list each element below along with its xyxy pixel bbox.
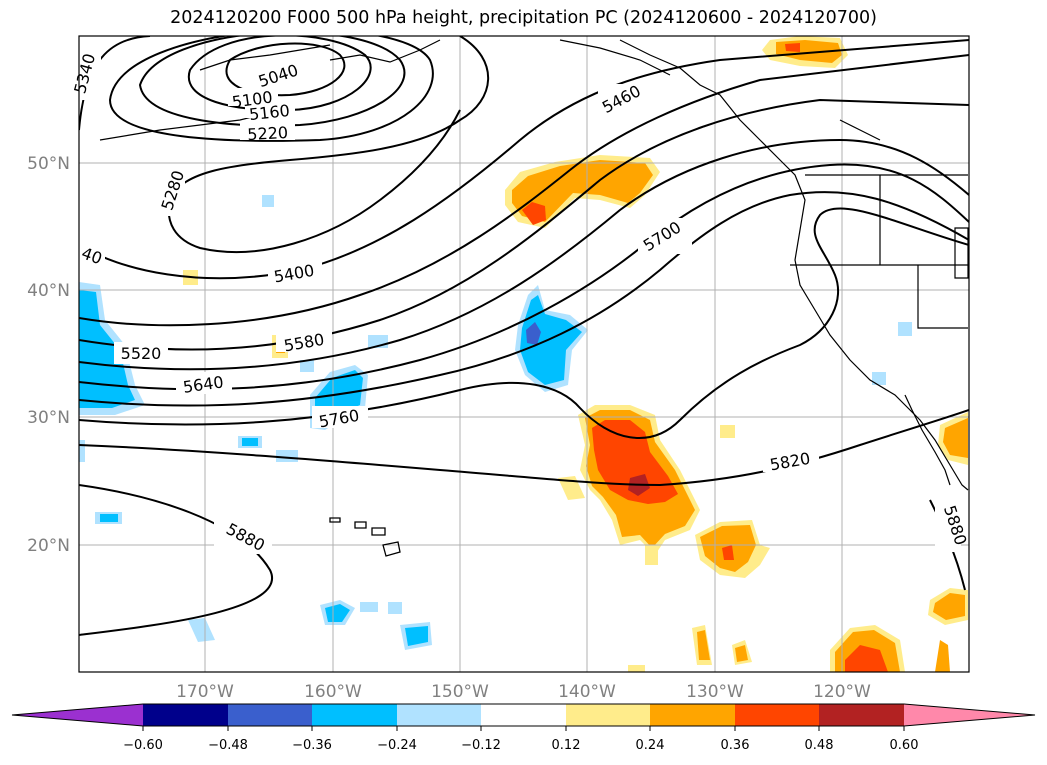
contour-label-bg [79, 50, 961, 554]
graticule [79, 36, 969, 672]
colorbar-tick-label: −0.12 [461, 738, 501, 753]
precip-area [558, 476, 585, 500]
lon-label: 120°W [813, 682, 871, 702]
lat-label: 40°N [27, 281, 70, 301]
precip-area [628, 665, 645, 672]
colorbar-tick-label: 0.12 [552, 738, 581, 753]
precip-area [526, 322, 541, 345]
colorbar-swatch [819, 704, 904, 726]
colorbar-swatch [397, 704, 481, 726]
precip-area [872, 372, 886, 385]
precip-area [520, 295, 582, 385]
precip-area [360, 602, 378, 612]
lon-label: 160°W [304, 682, 362, 702]
precip-area [242, 438, 258, 446]
precip-area [388, 602, 402, 614]
colorbar-swatch [735, 704, 819, 726]
precip-area [522, 202, 546, 225]
map-title: 2024120200 F000 500 hPa height, precipit… [170, 8, 877, 28]
colorbar-tick-label: −0.36 [292, 738, 332, 753]
colorbar-extend-high [904, 704, 1035, 726]
lon-label: 170°W [176, 682, 234, 702]
colorbar-extend-low [12, 704, 143, 726]
precip-area [188, 618, 215, 642]
precip-positive [183, 36, 968, 672]
precip-area [722, 545, 734, 560]
colorbar-tick-label: 0.24 [636, 738, 665, 753]
lon-label: 140°W [558, 682, 616, 702]
contour-label: 5160 [248, 101, 290, 124]
contour-label: 5220 [247, 123, 289, 144]
lon-label: 130°W [686, 682, 744, 702]
colorbar-swatch [566, 704, 650, 726]
precip-area [785, 43, 800, 52]
colorbar-tick-label: −0.24 [377, 738, 417, 753]
lat-label: 20°N [27, 536, 70, 556]
precip-area [276, 450, 298, 462]
precip-area [943, 418, 968, 458]
colorbar-tick-label: −0.60 [123, 738, 163, 753]
colorbar-swatch [143, 704, 228, 726]
precip-area [933, 593, 965, 620]
precip-area [697, 630, 710, 660]
contour-label: 5520 [121, 344, 162, 363]
longitude-labels: 170°W 160°W 150°W 140°W 130°W 120°W [176, 682, 871, 702]
precip-area [720, 425, 735, 438]
precip-negative [79, 195, 912, 650]
precip-area [79, 440, 85, 462]
lon-label: 150°W [431, 682, 489, 702]
hawaii-islands [329, 517, 401, 557]
precip-area [845, 645, 888, 672]
precip-area [898, 322, 912, 336]
precip-area [405, 626, 428, 646]
precip-area [512, 160, 653, 222]
latitude-labels: 50°N 40°N 30°N 20°N [27, 154, 70, 556]
map-frame [78, 35, 970, 673]
precip-area [262, 195, 274, 207]
height-contours [79, 36, 969, 636]
coastlines [99, 39, 969, 491]
colorbar-tick-label: 0.36 [721, 738, 750, 753]
colorbar-tick-label: 0.60 [890, 738, 919, 753]
precip-area [325, 604, 350, 622]
colorbar-tick-label: −0.48 [208, 738, 248, 753]
colorbar-swatch [481, 704, 566, 726]
precip-area [300, 360, 314, 372]
precip-area [100, 514, 118, 522]
lat-label: 30°N [27, 408, 70, 428]
colorbar-swatch [312, 704, 397, 726]
precip-area [645, 545, 658, 565]
precip-area [935, 640, 950, 672]
colorbar-tick-label: 0.48 [805, 738, 834, 753]
map-area [79, 36, 969, 672]
colorbar-swatch [228, 704, 312, 726]
precip-area [735, 645, 748, 662]
lat-label: 50°N [27, 154, 70, 174]
colorbar-swatch [650, 704, 735, 726]
colorbar: −0.60 −0.48 −0.36 −0.24 −0.12 0.12 0.24 … [11, 703, 1036, 753]
